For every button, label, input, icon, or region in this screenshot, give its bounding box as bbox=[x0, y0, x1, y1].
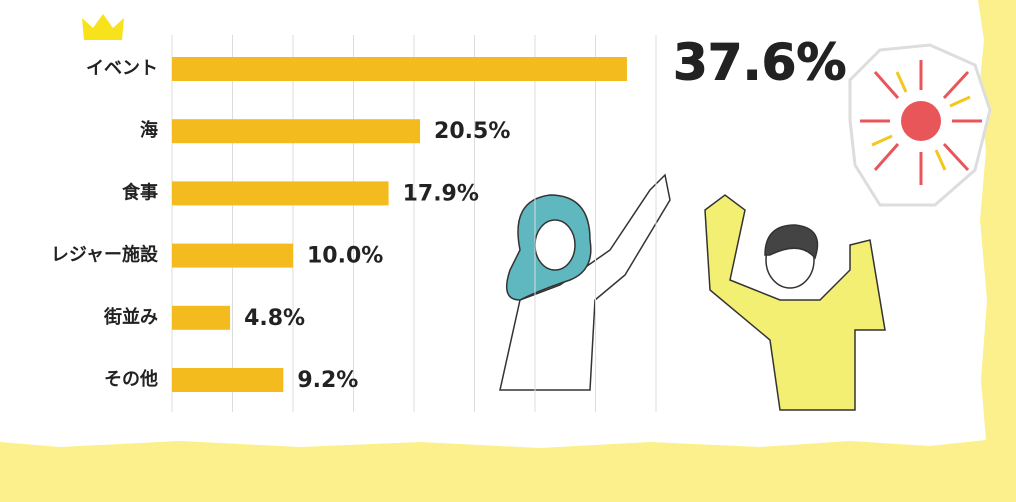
crown-icon bbox=[82, 14, 124, 40]
bar bbox=[172, 119, 421, 144]
value-label: 17.9% bbox=[403, 181, 479, 206]
value-label: 10.0% bbox=[307, 244, 383, 269]
man-illustration bbox=[704, 194, 886, 411]
category-label: 食事 bbox=[121, 181, 158, 203]
value-label: 9.2% bbox=[297, 368, 358, 393]
bar bbox=[172, 368, 284, 392]
category-label: イベント bbox=[86, 58, 158, 79]
category-label: 海 bbox=[140, 119, 158, 141]
value-label: 4.8% bbox=[244, 306, 305, 331]
bar bbox=[172, 243, 293, 268]
value-label: 20.5% bbox=[434, 119, 510, 144]
bar bbox=[172, 57, 627, 81]
bar bbox=[172, 305, 231, 330]
value-label: 37.6% bbox=[673, 34, 846, 92]
category-label: その他 bbox=[104, 368, 158, 390]
bar bbox=[172, 181, 389, 206]
woman-illustration bbox=[499, 173, 671, 391]
panel bbox=[0, 0, 987, 448]
sun bbox=[848, 43, 992, 207]
category-label: レジャー施設 bbox=[51, 244, 159, 266]
category-label: 街並み bbox=[103, 306, 158, 328]
